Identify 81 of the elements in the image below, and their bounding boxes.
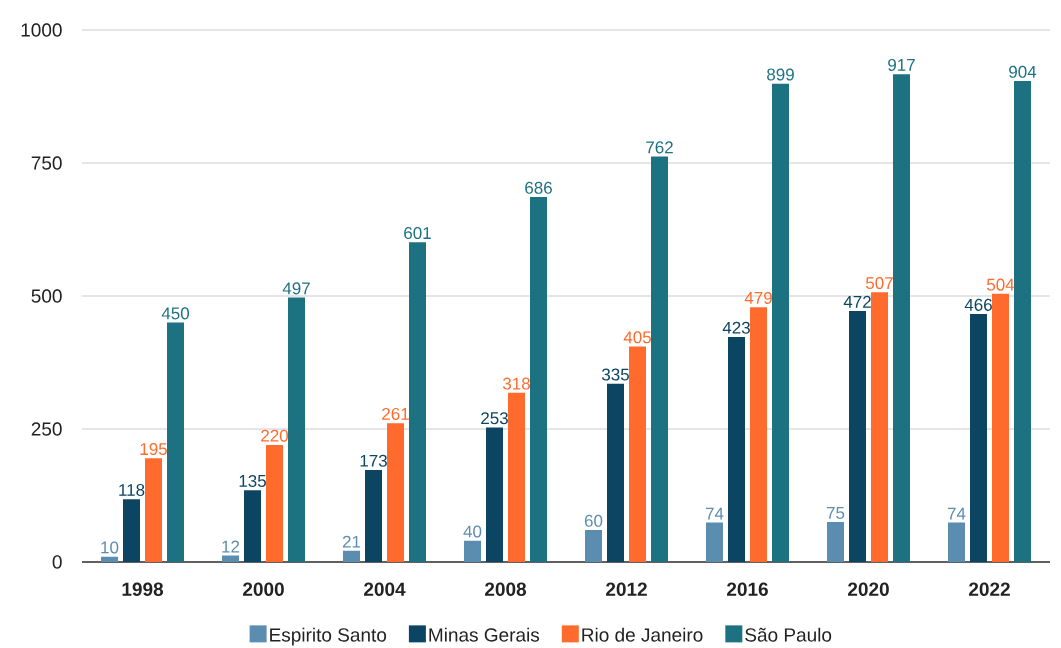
bar [947, 522, 965, 562]
x-tick-label: 2020 [848, 582, 889, 596]
data-label: 40 [463, 525, 482, 538]
data-label: 220 [261, 429, 289, 442]
bar [365, 469, 382, 562]
bar [222, 555, 240, 562]
bar [167, 322, 185, 562]
bar [145, 458, 163, 562]
data-label: 74 [705, 507, 724, 520]
y-tick-label: 1000 [21, 23, 62, 37]
data-label: 75 [826, 507, 845, 519]
data-label: 601 [404, 227, 431, 240]
bar [530, 197, 547, 562]
data-label: 762 [646, 141, 673, 154]
bar [826, 522, 844, 562]
data-label: 21 [342, 535, 361, 548]
data-label: 917 [888, 58, 915, 71]
legend-label: Espirito Santo [270, 627, 387, 646]
bar [848, 310, 866, 562]
bar [409, 242, 426, 562]
data-label: 261 [382, 407, 409, 420]
bar [464, 540, 481, 562]
x-tick-label: 1998 [122, 582, 164, 596]
bar [266, 444, 284, 562]
bar [508, 392, 525, 562]
bar [387, 423, 404, 562]
data-label: 450 [161, 307, 190, 320]
bar [343, 550, 360, 562]
bar [123, 499, 141, 562]
data-label: 135 [239, 474, 266, 487]
bar [772, 83, 789, 562]
data-label: 60 [584, 514, 603, 527]
x-tick-label: 2012 [606, 582, 647, 596]
data-label: 507 [865, 277, 893, 290]
bar [244, 490, 262, 562]
data-label: 74 [947, 507, 966, 520]
y-tick-label: 250 [31, 422, 62, 436]
data-label: 318 [502, 377, 530, 390]
data-label: 479 [744, 291, 772, 304]
bar [629, 346, 646, 562]
x-tick-label: 2022 [969, 582, 1010, 596]
data-label: 10 [101, 541, 119, 554]
bar [969, 314, 987, 562]
bar [585, 530, 602, 562]
data-label: 686 [525, 181, 552, 194]
bar [651, 156, 668, 562]
data-label: 497 [282, 282, 310, 295]
data-label: 472 [843, 295, 871, 308]
data-label: 899 [767, 68, 794, 81]
bar [728, 336, 745, 562]
data-label: 195 [140, 443, 167, 456]
data-label: 253 [481, 412, 508, 425]
bar [101, 556, 119, 562]
bar [607, 383, 624, 562]
data-label: 405 [623, 331, 651, 344]
y-tick-label: 500 [31, 289, 62, 303]
data-label: 118 [119, 483, 145, 497]
y-tick-label: 0 [52, 555, 62, 569]
x-tick-label: 2004 [364, 582, 406, 596]
data-label: 504 [986, 278, 1015, 291]
bar [1013, 81, 1031, 562]
bar [870, 292, 888, 562]
bar [991, 293, 1009, 562]
x-tick-label: 2000 [243, 582, 284, 596]
x-tick-label: 2016 [727, 582, 768, 596]
x-tick-label: 2008 [485, 582, 527, 596]
data-label: 466 [964, 298, 992, 311]
data-label: 423 [722, 321, 750, 334]
bar [750, 307, 767, 562]
bar [288, 297, 306, 562]
data-label: 335 [601, 368, 629, 381]
legend-label: São Paulo [745, 627, 832, 642]
bar [486, 427, 503, 562]
legend-label: Rio de Janeiro [582, 627, 703, 642]
y-tick-label: 750 [31, 156, 62, 170]
data-label: 173 [360, 454, 387, 467]
data-label: 904 [1009, 65, 1037, 78]
bar [706, 522, 723, 562]
legend-label: Minas Gerais [429, 627, 540, 642]
data-label: 12 [222, 540, 240, 553]
bar [892, 74, 910, 562]
